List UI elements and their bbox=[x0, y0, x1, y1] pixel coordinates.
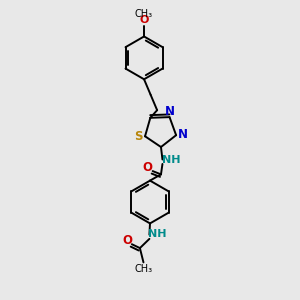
Text: CH₃: CH₃ bbox=[134, 264, 152, 274]
Text: O: O bbox=[142, 161, 152, 174]
Text: O: O bbox=[140, 15, 149, 25]
Text: S: S bbox=[134, 130, 143, 143]
Text: CH₃: CH₃ bbox=[135, 9, 153, 19]
Text: O: O bbox=[122, 235, 132, 248]
Text: NH: NH bbox=[148, 229, 166, 239]
Text: N: N bbox=[165, 105, 175, 118]
Text: NH: NH bbox=[161, 154, 180, 164]
Text: N: N bbox=[178, 128, 188, 141]
